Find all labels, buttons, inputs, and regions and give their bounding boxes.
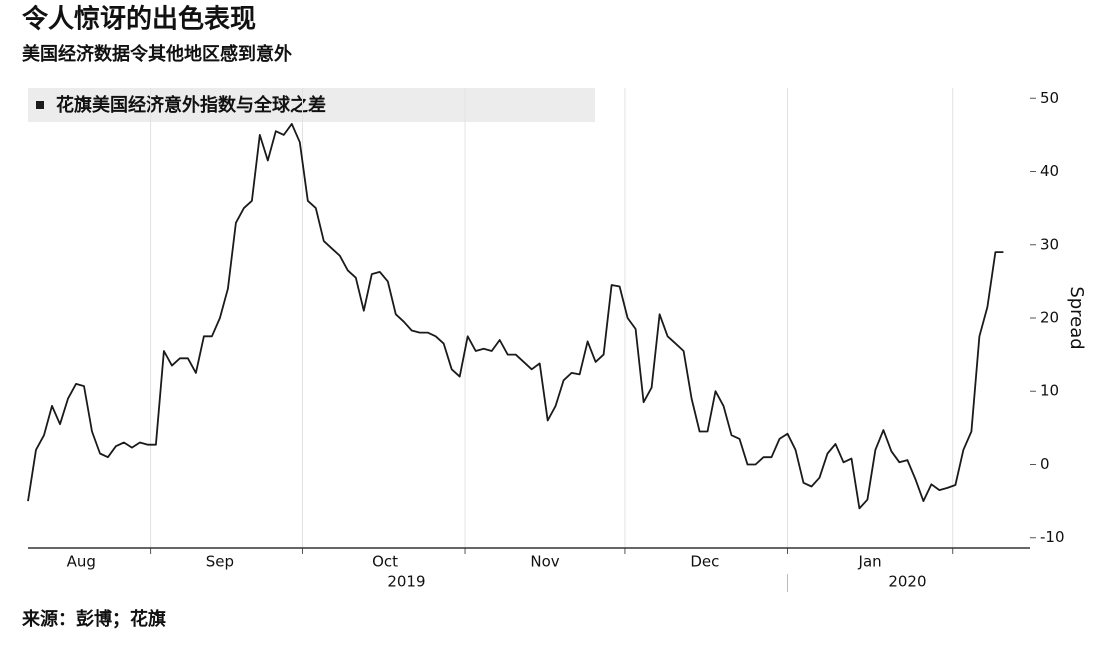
x-tick-label: Sep [206, 553, 234, 571]
chart-subtitle: 美国经济数据令其他地区感到意外 [22, 43, 292, 65]
legend-box [28, 88, 595, 122]
y-tick-label: 30 [1040, 235, 1059, 253]
x-tick-label: Aug [67, 553, 96, 571]
x-tick-label: Oct [372, 553, 398, 571]
y-axis-label: Spread [1066, 286, 1087, 349]
x-tick-label: Jan [858, 553, 882, 571]
y-tick-label: 20 [1040, 309, 1059, 327]
source: 来源：彭博；花旗 [21, 608, 166, 630]
y-tick-label: 0 [1040, 455, 1050, 473]
y-tick-label: 40 [1040, 162, 1059, 180]
y-tick-label: 50 [1040, 89, 1059, 107]
year-label: 2019 [387, 573, 425, 591]
legend-label: 花旗美国经济意外指数与全球之差 [56, 94, 326, 116]
x-tick-label: Dec [690, 553, 719, 571]
x-tick-label: Nov [530, 553, 559, 571]
y-tick-label: -10 [1040, 528, 1065, 546]
year-label: 2020 [888, 573, 926, 591]
series-line [27, 123, 1004, 510]
legend-swatch [36, 101, 44, 109]
chart-title: 令人惊讶的出色表现 [22, 4, 256, 35]
y-tick-label: 10 [1040, 382, 1059, 400]
